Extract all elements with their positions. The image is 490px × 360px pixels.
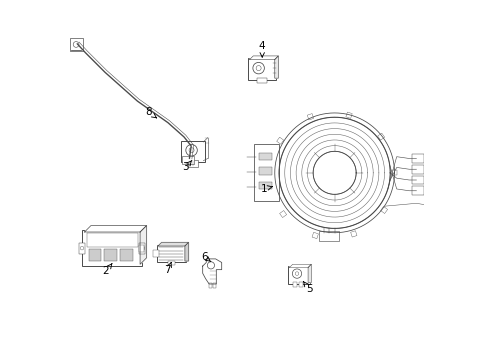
Text: 4: 4 xyxy=(259,41,266,57)
Bar xyxy=(104,249,117,261)
FancyBboxPatch shape xyxy=(254,144,279,201)
FancyBboxPatch shape xyxy=(248,58,276,80)
Bar xyxy=(89,249,101,261)
Polygon shape xyxy=(250,56,278,59)
FancyBboxPatch shape xyxy=(157,245,186,262)
FancyBboxPatch shape xyxy=(412,165,423,174)
Bar xyxy=(259,167,272,175)
Polygon shape xyxy=(185,242,189,261)
Bar xyxy=(214,283,216,288)
Bar xyxy=(294,282,297,287)
Bar xyxy=(120,249,133,261)
Polygon shape xyxy=(158,242,189,246)
FancyBboxPatch shape xyxy=(319,231,339,241)
FancyBboxPatch shape xyxy=(412,186,423,195)
Polygon shape xyxy=(203,259,221,284)
FancyBboxPatch shape xyxy=(181,140,205,162)
FancyBboxPatch shape xyxy=(412,176,423,184)
Bar xyxy=(312,232,318,239)
Text: 3: 3 xyxy=(182,160,192,172)
FancyBboxPatch shape xyxy=(188,160,197,167)
Bar xyxy=(346,112,352,118)
Bar xyxy=(280,211,287,217)
Polygon shape xyxy=(308,264,311,283)
FancyBboxPatch shape xyxy=(153,250,159,257)
Bar xyxy=(139,244,144,252)
Bar xyxy=(139,243,145,253)
Text: 7: 7 xyxy=(165,262,172,275)
Polygon shape xyxy=(84,226,147,232)
Bar xyxy=(79,243,85,253)
Text: 1: 1 xyxy=(260,184,272,194)
Bar xyxy=(209,283,212,288)
Text: 2: 2 xyxy=(102,264,112,276)
Bar xyxy=(381,207,388,213)
Text: 8: 8 xyxy=(145,107,157,118)
Bar xyxy=(257,78,267,83)
Bar xyxy=(392,170,397,175)
Bar xyxy=(259,153,272,160)
Polygon shape xyxy=(140,226,147,264)
Bar xyxy=(277,137,284,144)
Polygon shape xyxy=(290,264,311,267)
FancyBboxPatch shape xyxy=(288,266,310,284)
FancyBboxPatch shape xyxy=(82,230,142,266)
Bar xyxy=(168,261,175,265)
FancyBboxPatch shape xyxy=(412,154,423,163)
Bar xyxy=(267,175,272,180)
FancyBboxPatch shape xyxy=(182,156,194,163)
Bar xyxy=(378,133,385,140)
Bar xyxy=(299,282,303,287)
Text: 6: 6 xyxy=(201,252,211,262)
Bar xyxy=(351,231,357,237)
Polygon shape xyxy=(275,56,278,78)
Bar xyxy=(307,114,314,120)
Text: 5: 5 xyxy=(303,282,313,294)
Bar xyxy=(259,182,272,189)
FancyBboxPatch shape xyxy=(70,39,82,51)
